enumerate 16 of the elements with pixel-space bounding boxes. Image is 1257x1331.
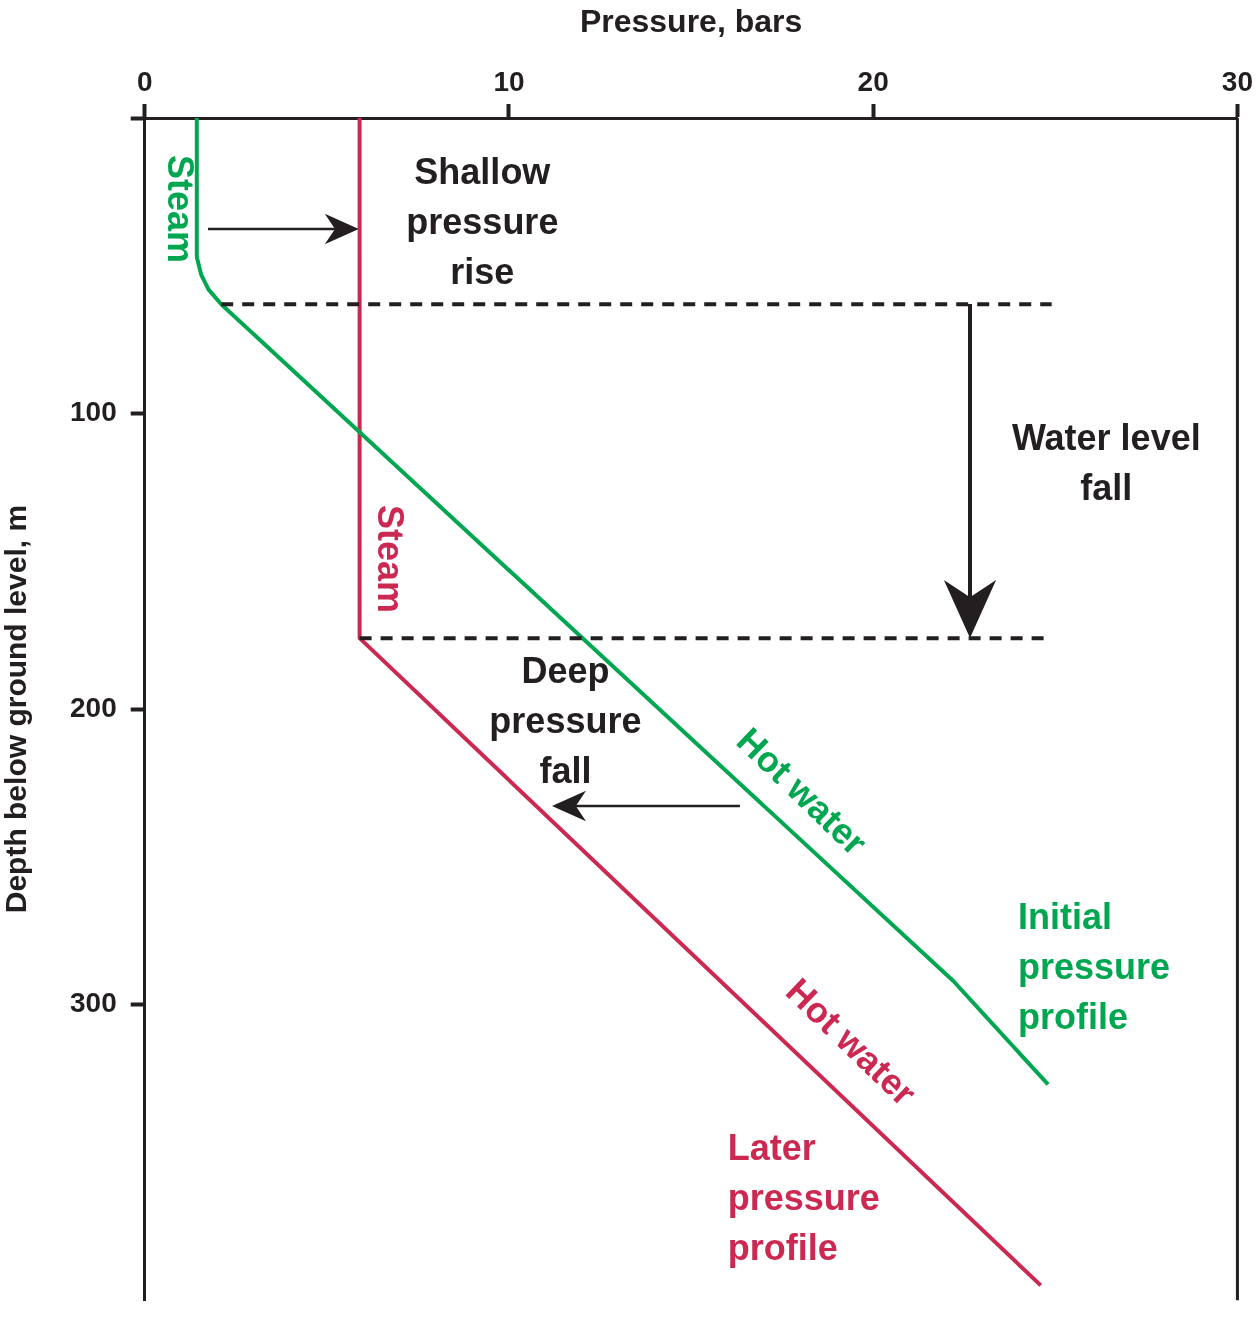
- annotation: Deep pressure fall: [489, 650, 642, 792]
- annotation: Shallow pressure rise: [406, 151, 559, 293]
- x-tick-label: 0: [136, 65, 153, 97]
- y-tick-label: 300: [70, 987, 117, 1019]
- series-label: Later pressure profile: [727, 1127, 880, 1269]
- x-axis-title: Pressure, bars: [579, 3, 803, 40]
- y-tick-label: 100: [70, 396, 117, 428]
- y-axis-title: Depth below ground level, m: [0, 504, 33, 914]
- x-tick-label: 30: [1221, 65, 1254, 97]
- x-tick-label: 10: [493, 65, 525, 97]
- annotation: Steam: [159, 155, 201, 264]
- annotation: Water level fall: [1011, 417, 1201, 509]
- annotation: Steam: [370, 504, 412, 613]
- y-tick-label: 200: [70, 691, 117, 723]
- series-label: Initial pressure profile: [1018, 896, 1171, 1038]
- x-tick-label: 20: [857, 65, 889, 97]
